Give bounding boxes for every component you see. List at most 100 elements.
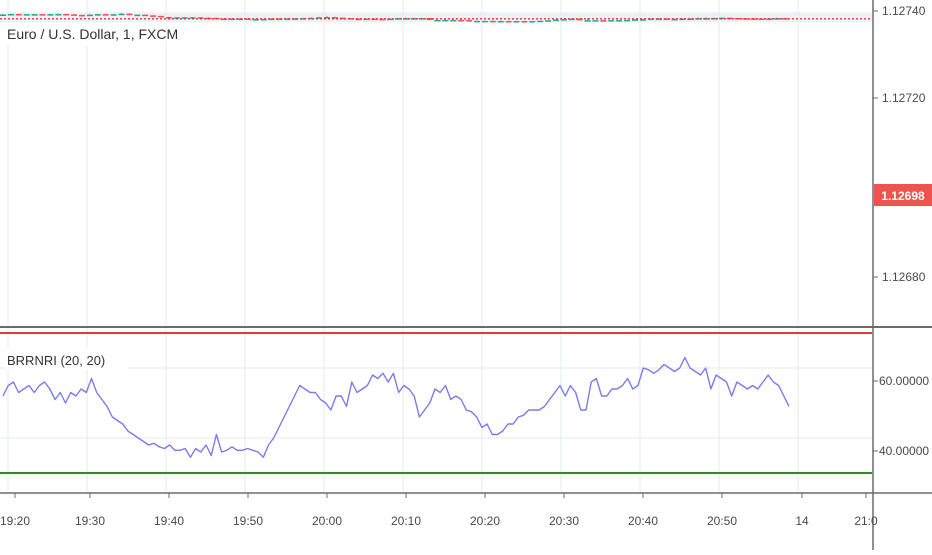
candle-body (79, 14, 85, 17)
candle (55, 13, 62, 16)
candle (379, 18, 386, 21)
candle-body (639, 19, 646, 21)
indicator-series (0, 332, 872, 474)
candle-body (197, 17, 204, 19)
indicator-legend[interactable]: BRRNRI (20, 20) (4, 348, 128, 370)
candle (655, 18, 662, 21)
price-axis[interactable]: 1.12740 1.12720 1.12680 (873, 4, 926, 284)
time-tick-label: 19:50 (233, 514, 263, 528)
candle-body (497, 21, 504, 23)
candle (395, 17, 401, 20)
candle-body (339, 17, 346, 20)
candle-body (63, 13, 70, 16)
candle-body (679, 18, 686, 21)
candle (442, 19, 449, 22)
candle-body (703, 18, 710, 20)
candle (126, 13, 133, 16)
candle-body (189, 17, 196, 19)
candle (31, 13, 38, 16)
candle (387, 18, 394, 21)
candle (86, 14, 93, 17)
candle-body (458, 19, 465, 22)
candle (679, 18, 686, 21)
candle-body (126, 13, 133, 16)
candle (142, 14, 149, 17)
symbol-legend[interactable]: Euro / U.S. Dollar, 1, FXCM (4, 22, 178, 46)
candle (158, 15, 164, 18)
candle (711, 17, 717, 20)
candle-body (560, 19, 567, 21)
candle (695, 17, 702, 20)
candle-body (505, 21, 512, 23)
candle (355, 18, 362, 21)
candle (63, 13, 70, 16)
time-tick-label: 19:20 (0, 514, 30, 528)
candle (47, 13, 54, 16)
candle-body (600, 20, 607, 22)
candle-body (647, 18, 654, 21)
candle (616, 19, 623, 22)
candle (505, 20, 512, 23)
current-price-label: 1.12698 (881, 189, 925, 203)
candle (371, 18, 378, 21)
candle-body (608, 20, 615, 22)
candle-body (355, 18, 362, 21)
price-tick-label: 1.12680 (882, 270, 926, 284)
candle-body (632, 19, 638, 21)
candle-body (55, 13, 62, 16)
candle-body (387, 18, 394, 21)
candle-body (47, 14, 54, 16)
candle-body (584, 20, 591, 22)
indicator-tick-label: 40.00000 (879, 444, 929, 458)
candle-body (110, 14, 117, 16)
current-price-tag: 1.12698 (874, 184, 932, 206)
indicator-axis[interactable]: 60.00000 40.00000 (873, 374, 929, 458)
candle-body (371, 18, 378, 21)
candle-body (695, 18, 702, 20)
candle (284, 18, 291, 21)
candle (576, 18, 583, 21)
candle-body (316, 17, 322, 19)
candle-body (15, 13, 22, 16)
candle (268, 18, 275, 21)
candle (0, 14, 6, 17)
time-tick-label: 20:50 (707, 514, 737, 528)
candle (529, 20, 536, 23)
grid-lines (0, 0, 872, 492)
candle-body (0, 14, 6, 17)
candle-body (181, 17, 188, 19)
candle-body (7, 13, 14, 16)
candle (71, 14, 78, 16)
candle-body (23, 14, 30, 16)
candle-body (102, 14, 109, 16)
candle (308, 17, 315, 20)
candle (537, 20, 544, 23)
candle (671, 18, 678, 21)
candle (323, 16, 330, 19)
candle-body (268, 18, 275, 21)
candle-body (687, 18, 694, 21)
time-axis[interactable]: 19:20 19:30 19:40 19:50 20:00 20:10 20:20 20:30… (0, 493, 878, 528)
time-tick-label: 20:40 (628, 514, 658, 528)
candle-body (173, 17, 180, 19)
candle (189, 17, 196, 19)
candle-body (655, 18, 662, 21)
candle-body (252, 19, 259, 21)
candle-body (379, 18, 386, 21)
candle-body (300, 18, 307, 20)
candle (663, 18, 670, 21)
candle-body (150, 15, 157, 17)
time-tick-label: 20:10 (391, 514, 421, 528)
candle-body (592, 20, 599, 22)
candle (600, 19, 607, 22)
candle-body (529, 21, 536, 23)
candle (458, 19, 465, 22)
candle-body (165, 17, 172, 19)
time-tick-label: 20:30 (549, 514, 579, 528)
candle (23, 13, 30, 16)
candle-body (624, 19, 631, 22)
candle-body (323, 17, 330, 19)
candle (560, 18, 567, 21)
candle (339, 17, 346, 20)
